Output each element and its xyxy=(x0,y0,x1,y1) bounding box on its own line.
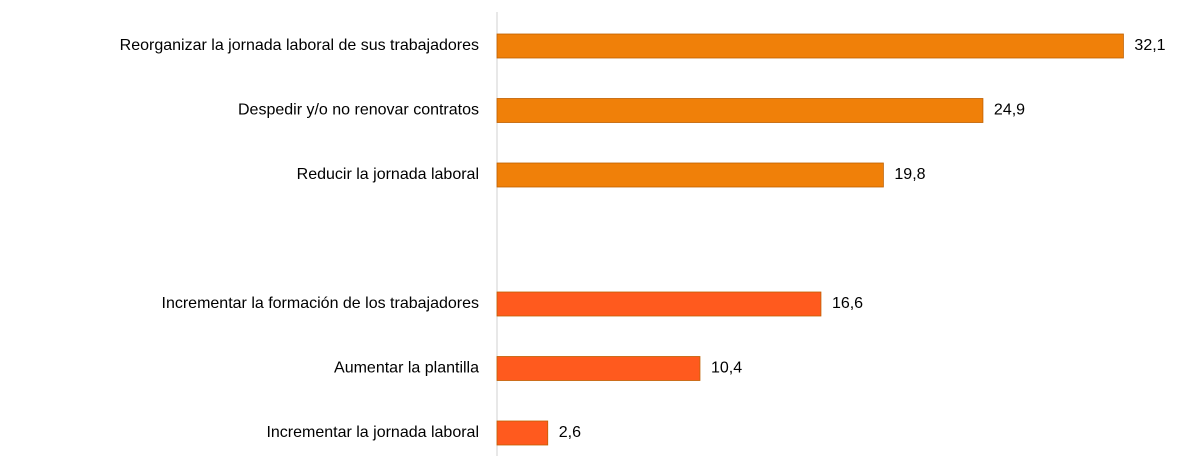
data-label: 10,4 xyxy=(711,360,742,377)
bar xyxy=(496,291,822,317)
data-label: 19,8 xyxy=(894,166,925,183)
bar xyxy=(496,356,701,381)
bar xyxy=(496,98,984,123)
category-label: Aumentar la plantilla xyxy=(334,360,479,377)
data-label: 2,6 xyxy=(559,424,581,441)
category-label: Incrementar la formación de los trabajad… xyxy=(162,295,480,312)
data-label: 32,1 xyxy=(1134,37,1165,54)
bar xyxy=(496,162,884,188)
category-label: Reducir la jornada laboral xyxy=(297,166,479,183)
category-label: Despedir y/o no renovar contratos xyxy=(238,102,479,119)
data-label: 16,6 xyxy=(832,295,863,312)
category-label: Reorganizar la jornada laboral de sus tr… xyxy=(120,37,479,54)
bar xyxy=(496,420,549,446)
bar xyxy=(496,33,1124,59)
data-label: 24,9 xyxy=(994,102,1025,119)
category-label: Incrementar la jornada laboral xyxy=(266,424,479,441)
